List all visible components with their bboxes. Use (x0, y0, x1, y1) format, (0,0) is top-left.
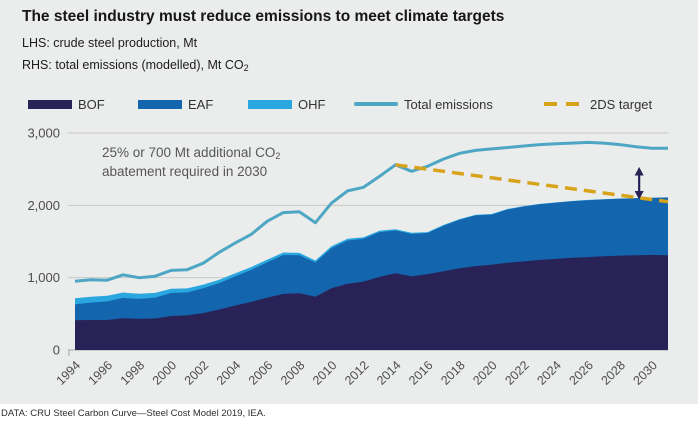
abatement-annotation: 25% or 700 Mt additional CO2 abatement r… (102, 143, 280, 181)
x-tick-label-2012: 2012 (342, 358, 372, 388)
legend-item-total-emissions: Total emissions (354, 93, 493, 115)
annotation-line-1-text: 25% or 700 Mt additional CO (102, 145, 276, 160)
x-tick-label-2028: 2028 (598, 358, 628, 388)
y-tick-label-1000: 1,000 (27, 270, 60, 285)
legend-label-ohf: OHF (298, 96, 326, 112)
2ds-target-dash-icon (544, 102, 584, 106)
2ds-target-line (395, 163, 669, 204)
legend-item-ohf: OHF (248, 93, 325, 115)
chart-canvas: 0 1,000 2,000 3,000 1994 1996 1998 2000 2002 2004… (27, 126, 669, 388)
x-tick-label-2002: 2002 (182, 358, 212, 388)
legend-label-eaf: EAF (188, 96, 214, 112)
axis-caption-lhs: LHS: crude steel production, Mt (22, 36, 198, 50)
x-tick-label-2020: 2020 (470, 358, 500, 388)
x-tick-label-2026: 2026 (566, 358, 596, 388)
y-tick-label-2000: 2,000 (27, 198, 60, 213)
x-tick-label-1994: 1994 (54, 358, 84, 388)
x-axis-labels: 1994 1996 1998 2000 2002 2004 2006 2008 2010 2012… (54, 358, 661, 388)
bof-swatch-icon (28, 99, 72, 109)
gap-arrow-icon (634, 166, 644, 200)
gap-arrow-head-up (634, 166, 644, 176)
legend-item-eaf: EAF (138, 93, 213, 115)
data-source-note: DATA: CRU Steel Carbon Curve—Steel Cost … (1, 408, 266, 419)
page-title: The steel industry must reduce emissions… (22, 8, 505, 25)
legend-label-total-emissions: Total emissions (404, 96, 493, 112)
total-emissions-line (74, 140, 668, 283)
legend-item-bof: BOF (28, 93, 105, 115)
annotation-co2-subscript: 2 (275, 151, 281, 161)
x-tick-label-2030: 2030 (631, 358, 661, 388)
x-tick-label-2016: 2016 (406, 358, 436, 388)
y-tick-label-0: 0 (53, 343, 60, 358)
x-tick-label-2022: 2022 (502, 358, 532, 388)
legend-label-2ds-target: 2DS target (590, 96, 653, 112)
x-tick-label-2000: 2000 (150, 358, 180, 388)
x-tick-label-2008: 2008 (278, 358, 308, 388)
ohf-swatch-icon (248, 99, 292, 109)
stacked-areas (75, 197, 668, 350)
x-tick-label-1996: 1996 (86, 358, 116, 388)
legend-label-bof: BOF (78, 96, 105, 112)
x-tick-label-2018: 2018 (438, 358, 468, 388)
y-tick-label-3000: 3,000 (27, 126, 60, 141)
x-tick-label-2014: 2014 (374, 358, 404, 388)
bof-area (75, 254, 668, 350)
x-tick-label-1998: 1998 (118, 358, 148, 388)
axis-caption-rhs: RHS: total emissions (modelled), Mt CO2 (22, 58, 249, 73)
annotation-line-2: abatement required in 2030 (102, 164, 268, 179)
x-tick-label-2024: 2024 (534, 358, 564, 388)
x-tick-label-2004: 2004 (214, 358, 244, 388)
x-tick-label-2006: 2006 (246, 358, 276, 388)
axis-caption-rhs-text: RHS: total emissions (modelled), Mt CO (22, 58, 244, 72)
total-emissions-line-icon (354, 102, 398, 106)
legend: BOF EAF OHF Total emissions 2DS target (0, 93, 698, 115)
x-tick-label-2010: 2010 (310, 358, 340, 388)
co2-subscript: 2 (243, 63, 249, 73)
eaf-swatch-icon (138, 99, 182, 109)
legend-item-2ds-target: 2DS target (544, 93, 652, 115)
annotation-line-1: 25% or 700 Mt additional CO2 (102, 143, 280, 162)
gap-arrow-head-down (634, 191, 644, 200)
y-axis-labels: 0 1,000 2,000 3,000 (27, 126, 60, 358)
